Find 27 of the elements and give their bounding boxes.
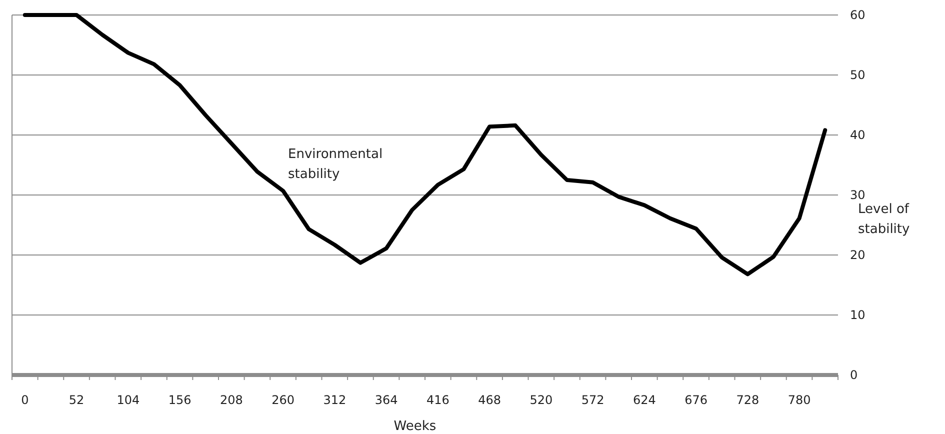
- x-tick-label: 676: [684, 393, 708, 407]
- x-tick-label: 104: [116, 393, 140, 407]
- y-tick-label: 20: [850, 248, 866, 262]
- y-tick-label: 30: [850, 188, 866, 202]
- x-tick-label: 416: [426, 393, 450, 407]
- x-tick-label: 572: [581, 393, 604, 407]
- x-tick-label: 312: [323, 393, 346, 407]
- y-tick-label: 0: [850, 368, 858, 382]
- x-tick-label: 0: [21, 393, 29, 407]
- x-tick-label: 468: [478, 393, 501, 407]
- line-series: [22, 13, 828, 276]
- x-tick-label: 208: [220, 393, 243, 407]
- x-tick-label: 364: [374, 393, 398, 407]
- x-tick-label: 52: [68, 393, 84, 407]
- y-tick-label: 10: [850, 308, 866, 322]
- x-tick-label: 520: [530, 393, 553, 407]
- x-tick-label: 260: [272, 393, 294, 407]
- x-tick-label: 728: [736, 393, 760, 407]
- y-tick-label: 60: [850, 8, 866, 22]
- y-tick-label: 40: [850, 128, 866, 142]
- x-tick-label: 780: [788, 393, 811, 407]
- x-tick-label: 624: [632, 393, 656, 407]
- series-label: Environmental stability: [288, 147, 383, 182]
- x-axis-title: Weeks: [394, 419, 436, 434]
- x-tick-label: 156: [168, 393, 192, 407]
- y-axis-title: Level of stability: [858, 202, 910, 237]
- y-tick-label: 50: [850, 68, 866, 82]
